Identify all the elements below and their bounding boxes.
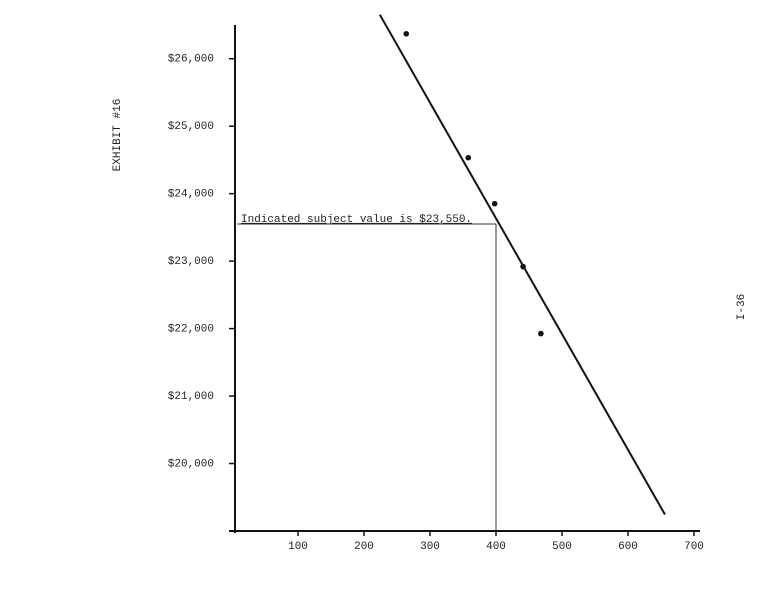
data-point: [465, 154, 472, 161]
page-number: I-36: [736, 294, 748, 320]
y-tick-label: $20,000: [168, 458, 214, 470]
data-point: [403, 30, 410, 37]
x-tick-label: 600: [618, 541, 638, 553]
data-point: [520, 263, 526, 270]
x-tick-label: 100: [288, 541, 308, 553]
x-tick-label: 700: [684, 541, 704, 553]
annotation: Indicated subject value is $23,550.: [241, 214, 472, 226]
y-tick-label: $25,000: [168, 121, 214, 133]
x-tick-label: 500: [552, 541, 572, 553]
y-tick-label: $24,000: [168, 189, 214, 201]
y-tick-label: $22,000: [168, 324, 214, 336]
exhibit-label: EXHIBIT #16: [112, 99, 124, 172]
x-tick-label: 300: [420, 541, 440, 553]
y-tick-label: $26,000: [168, 54, 214, 66]
y-tick-label: $21,000: [168, 391, 214, 403]
data-point: [491, 200, 498, 207]
x-tick-label: 200: [354, 541, 374, 553]
data-point: [538, 330, 544, 337]
x-tick-label: 400: [486, 541, 506, 553]
y-tick-label: $23,000: [168, 256, 214, 268]
